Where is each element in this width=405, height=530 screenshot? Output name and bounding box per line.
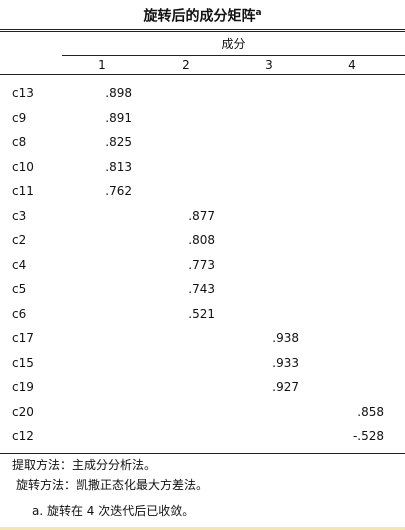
column-header-2: 2: [182, 58, 190, 72]
row-label: c12: [12, 429, 34, 443]
loading-cell: .877: [188, 208, 215, 223]
row-label: c2: [12, 233, 27, 247]
table-body: c13.898 c9.891 c8.825 c10.813 c11.762 c3.877 c…: [0, 82, 405, 450]
table-top-rule-2: [0, 31, 405, 32]
loading-cell: -.528: [352, 429, 384, 443]
column-headers: 1 2 3 4: [62, 57, 405, 73]
column-header-1: 1: [98, 58, 106, 72]
column-group-header: 成分: [221, 37, 246, 51]
loading-cell: .773: [188, 257, 215, 272]
table-row: c8 .825: [0, 131, 405, 156]
table-row: c20 .858: [0, 401, 405, 426]
row-label: c10: [12, 159, 34, 174]
table-row: c15 .933: [0, 352, 405, 377]
column-header-4: 4: [348, 58, 356, 72]
table-row: c10 .813: [0, 156, 405, 181]
row-label: c6: [12, 306, 27, 321]
row-label: c13: [12, 86, 34, 100]
rotation-method-note: 旋转方法：凯撒正态化最大方差法。: [16, 478, 209, 492]
loading-cell: .858: [357, 404, 384, 419]
header-bottom-rule: [0, 74, 405, 75]
extraction-method-note: 提取方法：主成分分析法。: [12, 458, 157, 472]
loading-cell: .933: [272, 355, 299, 370]
row-label: c17: [12, 331, 34, 345]
loading-cell: .808: [188, 233, 215, 247]
loading-cell: .762: [105, 184, 132, 198]
loading-cell: .927: [272, 380, 299, 394]
loading-cell: .898: [105, 86, 132, 100]
table-row: c9 .891: [0, 107, 405, 132]
row-label: c4: [12, 257, 27, 272]
table-row: c19 .927: [0, 376, 405, 401]
column-header-3: 3: [265, 58, 273, 72]
loading-cell: .938: [272, 331, 299, 345]
loading-cell: .521: [188, 306, 215, 321]
table-row: c5 .743: [0, 278, 405, 303]
convergence-footnote: a. 旋转在 4 次迭代后已收敛。: [32, 504, 195, 518]
table-row: c4 .773: [0, 254, 405, 279]
table-row: c3 .877: [0, 205, 405, 230]
row-label: c20: [12, 404, 34, 419]
loading-cell: .743: [188, 282, 215, 296]
table-top-rule: [0, 29, 405, 30]
row-label: c19: [12, 380, 34, 394]
footer-strip: [0, 527, 405, 530]
row-label: c15: [12, 355, 34, 370]
table-row: c6 .521: [0, 303, 405, 328]
loading-cell: .813: [105, 159, 132, 174]
row-label: c3: [12, 208, 27, 223]
table-row: c17 .938: [0, 327, 405, 352]
row-label: c5: [12, 282, 27, 296]
row-label: c8: [12, 135, 27, 149]
row-label: c9: [12, 110, 27, 125]
loading-cell: .891: [105, 110, 132, 125]
table-row: c13 .898: [0, 82, 405, 107]
loading-cell: .825: [105, 135, 132, 149]
table-row: c2 .808: [0, 229, 405, 254]
table-bottom-rule: [0, 453, 405, 454]
table-title: 旋转后的成分矩阵a: [143, 8, 262, 25]
table-row: c11 .762: [0, 180, 405, 205]
table-row: c12 -.528: [0, 425, 405, 450]
group-header-rule: [62, 55, 405, 56]
row-label: c11: [12, 184, 34, 198]
